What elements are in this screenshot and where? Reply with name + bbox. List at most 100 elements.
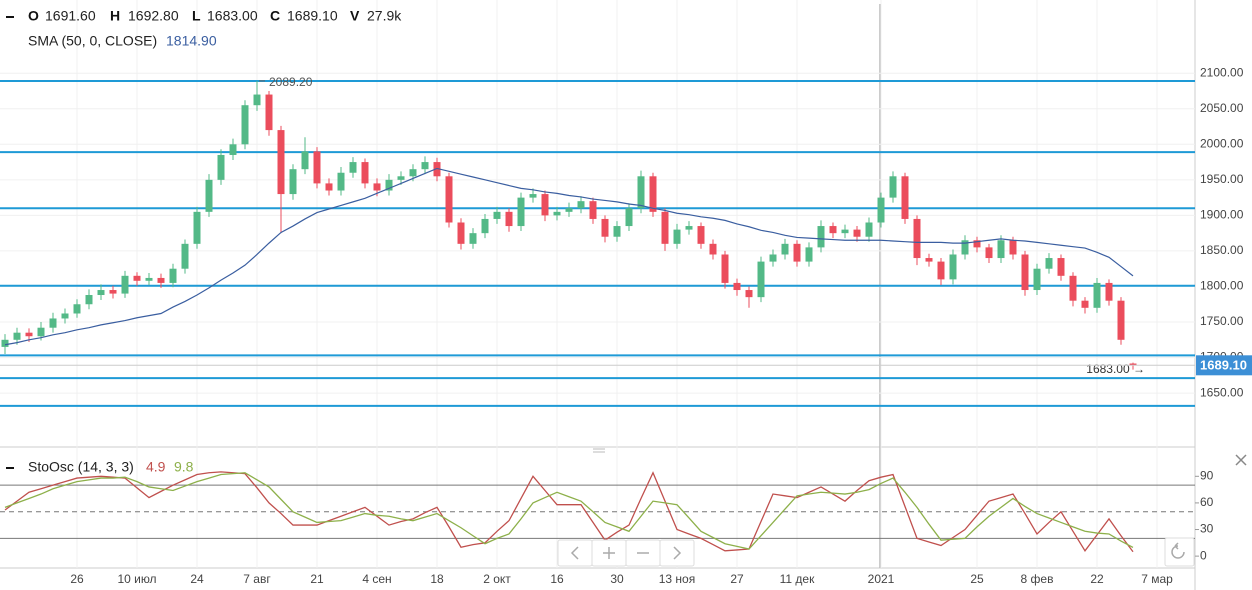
candle-body (325, 183, 333, 191)
legend-key: O (28, 8, 39, 24)
high-label: 2089.20 (269, 75, 313, 89)
legend-key: H (110, 8, 120, 24)
legend-value: 1692.80 (128, 8, 179, 24)
candle-body (1045, 258, 1053, 269)
x-tick-label: 4 сен (362, 572, 391, 586)
x-tick-label: 8 фев (1021, 572, 1054, 586)
x-tick-label: 7 мар (1141, 572, 1173, 586)
candle-body (529, 194, 537, 198)
stoch-k-value: 4.9 (146, 459, 166, 475)
candle-body (409, 169, 417, 177)
nav-bar (557, 537, 1195, 567)
scroll-right[interactable] (659, 539, 695, 567)
candle-body (397, 176, 405, 180)
candle-body (1, 339, 9, 347)
x-tick-label: 16 (550, 572, 564, 586)
candle-body (973, 240, 981, 248)
close-panel[interactable] (1235, 454, 1247, 466)
sma-label: SMA (50, 0, CLOSE) (28, 33, 157, 49)
legend-key: V (350, 8, 360, 24)
x-tick-label: 22 (1090, 572, 1104, 586)
x-tick-label: 13 ноя (659, 572, 695, 586)
candle-body (361, 162, 369, 184)
candle-body (1117, 300, 1125, 340)
x-tick-label: 26 (70, 572, 84, 586)
candle-body (589, 201, 597, 219)
candle-body (901, 176, 909, 219)
x-tick-label: 10 июл (117, 572, 156, 586)
candle-body (913, 218, 921, 259)
legend-value: 1691.60 (45, 8, 96, 24)
candle-body (961, 240, 969, 255)
candle-body (577, 201, 585, 209)
candle-body (877, 197, 885, 223)
candle-body (613, 226, 621, 237)
candle-body (193, 211, 201, 244)
candle-body (505, 211, 513, 227)
candle-body (1093, 282, 1101, 308)
candle-body (865, 222, 873, 237)
legend-key: L (192, 8, 201, 24)
reset-button[interactable] (1164, 537, 1195, 567)
candle-body (373, 183, 381, 191)
candle-body (301, 151, 309, 170)
y-tick-label: 2100.00 (1200, 65, 1244, 79)
candle-body (349, 162, 357, 173)
candle-body (661, 211, 669, 244)
candle-body (517, 197, 525, 227)
candle-body (805, 247, 813, 262)
candle-body (1009, 240, 1017, 255)
candle-body (481, 218, 489, 234)
candle-body (313, 151, 321, 184)
y-tick-label: 90 (1200, 468, 1214, 482)
candle-body (169, 268, 177, 283)
candle-body (601, 218, 609, 237)
candle-body (769, 254, 777, 262)
candle-body (817, 226, 825, 248)
candle-body (445, 176, 453, 223)
y-tick-label: 2000.00 (1200, 136, 1244, 150)
candle-body (997, 240, 1005, 259)
candle-body (745, 290, 753, 298)
candle-body (793, 243, 801, 262)
candle-body (637, 176, 645, 209)
candle-body (13, 332, 21, 340)
candle-body (889, 176, 897, 198)
legend-value: 27.9k (367, 8, 402, 24)
candle-body (229, 144, 237, 155)
candle-body (841, 229, 849, 234)
stoch-d-value: 9.8 (174, 459, 194, 475)
candle-body (433, 162, 441, 177)
last-price-label: 1689.10 (1200, 358, 1247, 373)
candle-body (937, 261, 945, 280)
x-tick-label: 27 (730, 572, 744, 586)
candle-body (457, 222, 465, 244)
candle-body (1105, 282, 1113, 301)
sma-value: 1814.90 (166, 33, 217, 49)
y-tick-label: 1900.00 (1200, 208, 1244, 222)
candle-body (145, 277, 153, 281)
y-tick-label: 2050.00 (1200, 101, 1244, 115)
candle-body (1033, 268, 1041, 291)
y-tick-label: 1800.00 (1200, 279, 1244, 293)
candle-body (241, 105, 249, 145)
legend-key: C (270, 8, 280, 24)
scroll-left[interactable] (557, 539, 593, 567)
candle-body (709, 243, 717, 255)
y-tick-label: 1750.00 (1200, 314, 1244, 328)
y-tick-label: 1850.00 (1200, 243, 1244, 257)
candle-body (181, 243, 189, 269)
candle-body (649, 176, 657, 212)
candle-body (829, 226, 837, 234)
stoch-line (4, 472, 1134, 550)
icon (673, 546, 682, 560)
candle-body (1021, 254, 1029, 291)
close-icon[interactable] (1235, 454, 1247, 466)
candle-body (541, 194, 549, 216)
candle-body (685, 226, 693, 230)
candle-body (205, 179, 213, 212)
x-tick-label: 7 авг (243, 572, 271, 586)
